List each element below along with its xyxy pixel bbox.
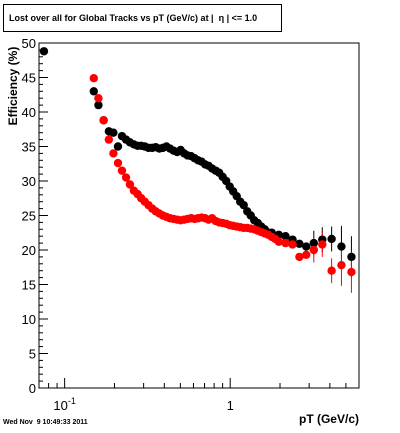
data-point-global <box>125 180 135 189</box>
y-tick-label: 50 <box>22 36 36 51</box>
data-point-all <box>39 47 49 56</box>
data-point-all <box>281 232 290 241</box>
data-point-global <box>117 166 127 175</box>
data-point-global <box>121 173 131 182</box>
data-point-all <box>309 238 319 248</box>
y-tick-label: 45 <box>22 71 36 86</box>
data-point-all <box>109 128 118 137</box>
timestamp-footer: Wed Nov 9 10:49:33 2011 <box>3 419 88 426</box>
y-tick-label: 20 <box>22 243 36 258</box>
x-axis-label: pT (GeV/c) <box>299 412 359 426</box>
chart-title: Lost over all for Global Tracks vs pT (G… <box>3 4 282 32</box>
data-point-all <box>239 200 248 210</box>
data-point-global <box>309 245 319 255</box>
data-point-all <box>347 252 356 262</box>
data-point-global <box>274 237 284 246</box>
y-tick-label: 10 <box>22 312 36 327</box>
y-tick-label: 15 <box>22 278 36 293</box>
data-point-global <box>89 73 98 83</box>
data-point-all <box>327 234 336 244</box>
data-point-all <box>302 242 311 251</box>
data-point-global <box>113 158 123 168</box>
y-tick-label: 35 <box>22 140 36 155</box>
x-tick-label: 1 <box>227 398 234 413</box>
x-tick-label: 10-1 <box>53 396 75 413</box>
y-tick-label: 5 <box>29 347 36 362</box>
data-point-global <box>288 240 297 249</box>
y-tick-label: 40 <box>22 105 36 120</box>
data-point-global <box>327 266 336 275</box>
y-tick-label: 30 <box>22 174 36 189</box>
data-point-global <box>104 135 114 144</box>
data-point-global <box>94 94 103 103</box>
data-points <box>39 47 356 293</box>
data-point-all <box>94 100 103 110</box>
y-axis-label: Efficiency (%) <box>6 47 20 126</box>
axes: 0 5 10 15 20 25 30 35 40 45 50 10-1 1 <box>22 36 360 413</box>
data-point-global <box>295 252 304 262</box>
data-point-all <box>113 142 123 151</box>
data-point-all <box>295 239 304 248</box>
data-point-global <box>318 240 327 249</box>
data-point-all <box>337 242 346 251</box>
data-point-global <box>302 250 311 260</box>
data-point-all <box>89 87 98 96</box>
data-point-global <box>109 149 118 158</box>
data-point-global <box>337 260 346 270</box>
y-tick-label: 0 <box>29 381 36 396</box>
y-tick-label: 25 <box>22 209 36 224</box>
data-point-global <box>347 267 356 277</box>
data-point-global <box>281 238 290 248</box>
data-point-global <box>99 116 108 125</box>
